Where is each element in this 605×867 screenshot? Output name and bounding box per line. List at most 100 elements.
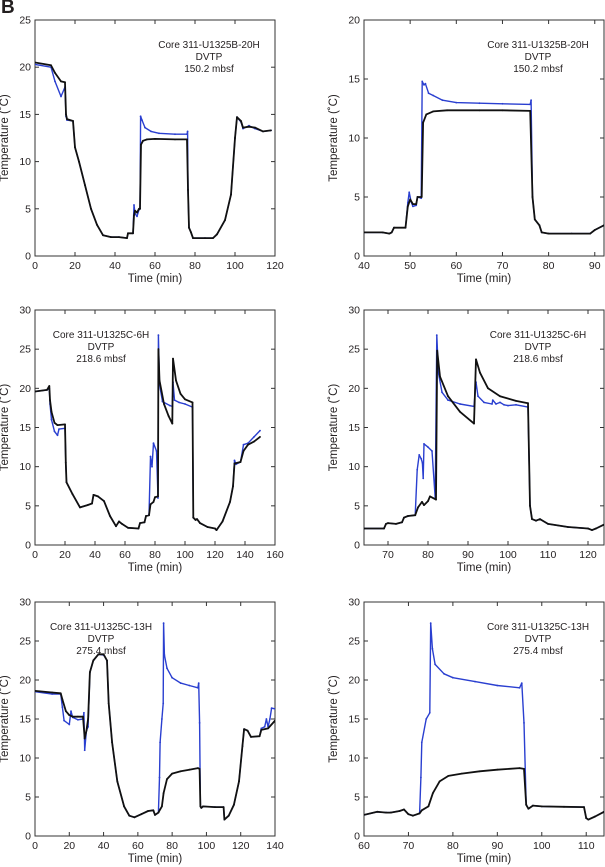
data-point-black	[274, 719, 275, 722]
data-point-black	[48, 385, 51, 387]
data-point-black	[425, 113, 428, 116]
data-point-blue	[77, 718, 79, 721]
data-point-black	[531, 196, 534, 198]
data-point-black	[128, 814, 131, 817]
series-line-black	[364, 767, 604, 821]
data-point-black	[585, 817, 588, 819]
y-axis-title: Temperature (˚C)	[328, 94, 340, 182]
data-point-black	[107, 702, 110, 705]
data-point-black	[64, 423, 66, 426]
data-point-black	[161, 805, 163, 808]
data-point-black	[157, 495, 159, 498]
data-point-blue	[427, 446, 429, 448]
data-point-black	[97, 495, 99, 498]
data-point-black	[35, 690, 36, 692]
data-point-blue	[70, 710, 72, 713]
data-point-black	[529, 504, 531, 507]
data-point-blue	[263, 725, 266, 728]
data-point-black	[121, 523, 123, 525]
data-point-black	[234, 137, 236, 139]
data-point-blue	[260, 727, 263, 730]
x-tick-label: 40	[98, 840, 110, 852]
data-point-black	[416, 196, 419, 198]
data-point-black	[127, 232, 129, 235]
data-point-black	[587, 818, 590, 821]
data-point-black	[72, 120, 74, 122]
data-point-black	[547, 523, 549, 525]
data-point-black	[109, 515, 111, 517]
y-tick-label: 15	[19, 422, 31, 434]
x-axis-title: Time (min)	[457, 562, 512, 574]
data-point-blue	[151, 465, 153, 468]
data-point-black	[162, 792, 165, 794]
x-tick-label: 80	[543, 260, 555, 272]
data-point-blue	[408, 191, 411, 194]
data-point-black	[420, 809, 423, 812]
plot-frame	[34, 601, 276, 837]
panel-letter: B	[1, 0, 15, 18]
data-point-black	[102, 653, 105, 656]
data-point-black	[232, 485, 234, 488]
data-point-blue	[60, 95, 62, 98]
y-tick-label: 15	[348, 714, 360, 726]
data-point-black	[473, 422, 475, 425]
data-point-black	[593, 229, 596, 231]
x-axis-title: Time (min)	[457, 853, 512, 865]
data-point-blue	[83, 711, 85, 714]
data-point-blue	[178, 401, 180, 404]
data-point-black	[527, 807, 530, 810]
series-line-blue	[35, 63, 272, 239]
data-point-black	[224, 219, 226, 222]
data-point-black	[436, 349, 439, 352]
data-point-black	[137, 527, 140, 530]
data-point-blue	[158, 132, 160, 135]
data-point-black	[54, 72, 56, 74]
data-point-black	[147, 810, 150, 812]
data-point-black	[56, 424, 59, 426]
data-point-black	[403, 516, 405, 519]
data-point-black	[49, 399, 51, 401]
data-point-black	[77, 715, 79, 718]
annotation-line: Core 311-U1325C-13H	[487, 622, 589, 633]
data-point-black	[447, 395, 449, 398]
x-tick-label: 120	[579, 549, 597, 561]
data-point-blue	[253, 436, 255, 438]
x-tick-label: 80	[166, 840, 178, 852]
data-point-blue	[233, 459, 236, 462]
data-point-black	[212, 237, 214, 240]
data-point-blue	[431, 647, 434, 650]
data-point-blue	[68, 723, 71, 726]
y-tick-label: 25	[19, 15, 31, 27]
data-point-blue	[149, 455, 152, 458]
annotation-line: 150.2 mbsf	[513, 64, 563, 75]
data-point-black	[133, 816, 136, 819]
data-point-blue	[51, 693, 53, 695]
data-point-black	[140, 143, 142, 146]
data-point-black	[247, 443, 249, 446]
x-tick-label: 50	[404, 260, 416, 272]
data-point-black	[204, 237, 206, 240]
data-point-black	[233, 462, 236, 465]
data-point-black	[118, 236, 120, 239]
data-point-blue	[155, 450, 158, 452]
data-point-blue	[270, 707, 273, 709]
y-tick-label: 0	[354, 540, 360, 552]
plot-frame	[34, 309, 276, 546]
data-point-black	[143, 521, 146, 524]
data-point-black	[60, 80, 62, 83]
annotation-line: DVTP	[88, 634, 115, 645]
data-point-black	[65, 710, 67, 713]
x-tick-label: 0	[32, 840, 38, 852]
annotation-line: 218.6 mbsf	[76, 354, 126, 365]
data-point-black	[587, 527, 589, 530]
data-point-black	[242, 450, 245, 452]
series-line-black	[35, 653, 275, 821]
data-point-black	[65, 481, 68, 484]
data-point-blue	[162, 622, 165, 624]
data-point-black	[126, 237, 128, 240]
data-point-black	[199, 522, 201, 524]
x-axis-title: Time (min)	[128, 562, 183, 574]
data-point-black	[50, 64, 52, 67]
data-point-black	[139, 522, 141, 524]
